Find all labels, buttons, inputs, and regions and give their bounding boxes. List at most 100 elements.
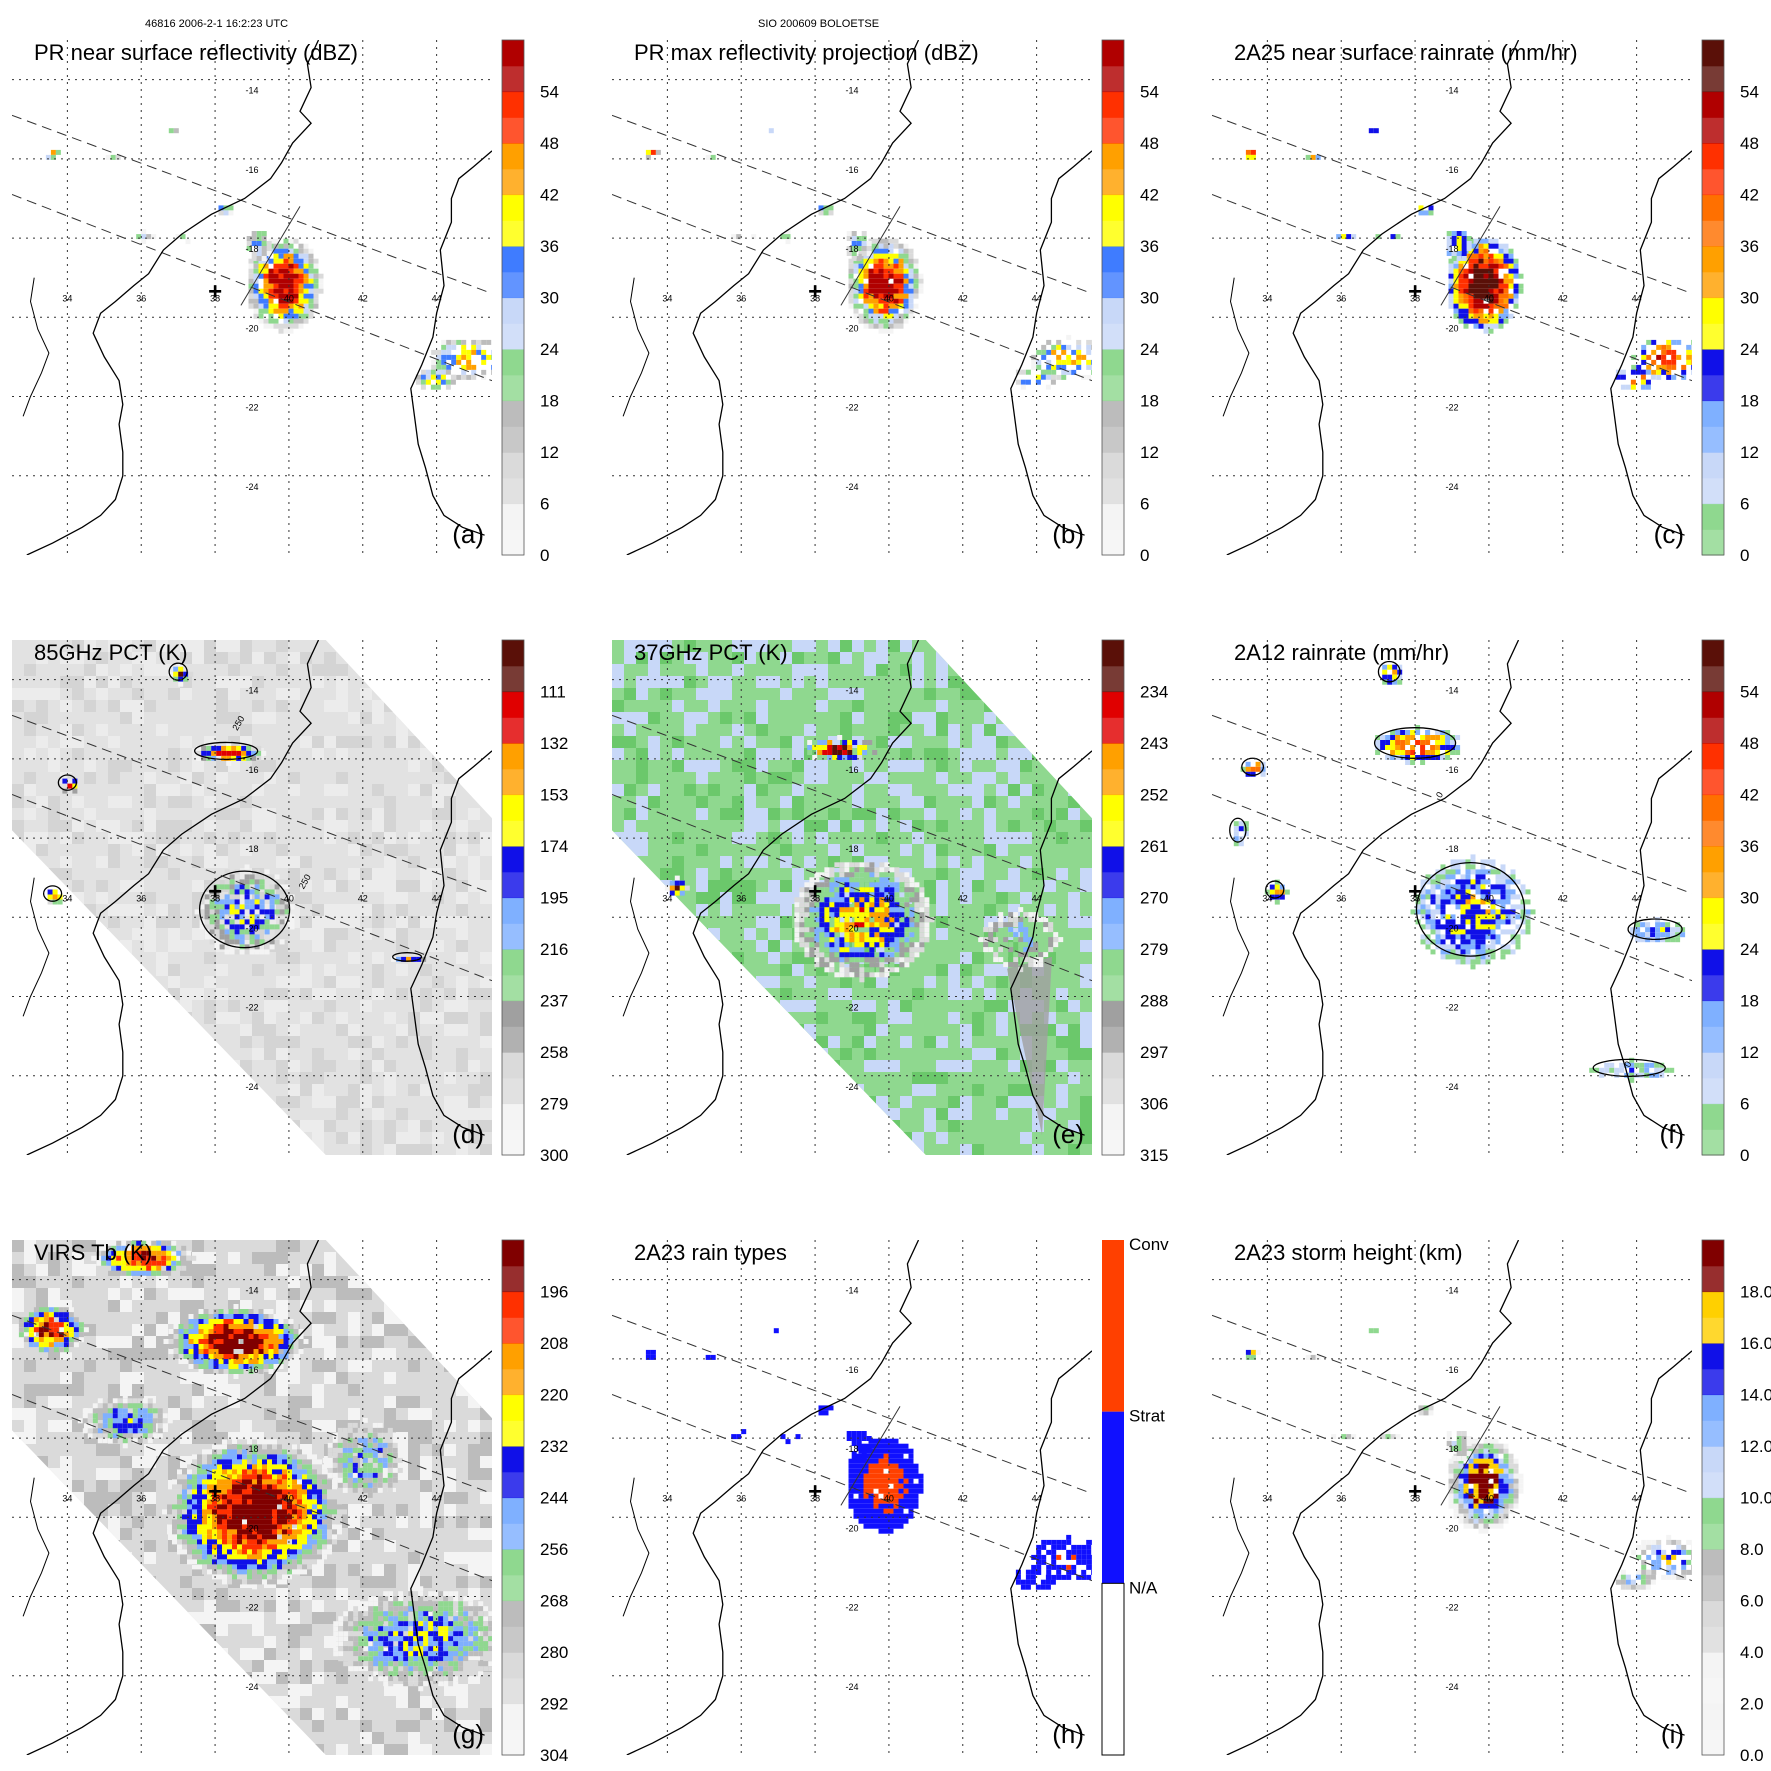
rain-cell: [1520, 884, 1526, 890]
background-cell: [948, 1060, 960, 1072]
rain-cell: [888, 273, 894, 279]
background-cell: [288, 856, 300, 868]
rain-cell: [1430, 874, 1436, 880]
background-cell: [888, 1060, 900, 1072]
rain-cell: [913, 273, 919, 279]
rain-cell: [476, 344, 482, 350]
rain-cell: [874, 942, 880, 948]
coastline: [1222, 40, 1692, 555]
lat-tick-label: -14: [1445, 86, 1458, 96]
rain-cell: [246, 755, 252, 761]
background-cell: [612, 664, 624, 676]
background-cell: [48, 808, 60, 820]
background-cell: [48, 1468, 60, 1480]
background-cell: [972, 784, 984, 796]
rain-cell: [883, 323, 889, 329]
rain-cell: [913, 288, 919, 294]
background-cell: [96, 892, 108, 904]
rain-cell: [1478, 273, 1484, 279]
background-cell: [144, 916, 156, 928]
background-cell: [996, 724, 1008, 736]
rain-cell: [894, 882, 900, 888]
background-cell: [348, 1408, 360, 1420]
background-cell: [852, 820, 864, 832]
rain-cell: [1018, 917, 1024, 923]
background-cell: [804, 1000, 816, 1012]
rain-cell: [1008, 922, 1014, 928]
background-cell: [300, 1144, 312, 1155]
rain-cell: [869, 927, 875, 933]
rain-cell: [684, 885, 690, 891]
background-cell: [372, 952, 384, 964]
rain-cell: [1463, 308, 1469, 314]
rain-cell: [1460, 914, 1466, 920]
rain-cell: [1463, 313, 1469, 319]
rain-cell: [1473, 303, 1479, 309]
colorbar-tick-label: 18: [1140, 392, 1159, 411]
rain-cell: [814, 892, 820, 898]
rain-cell: [899, 882, 905, 888]
rain-cell: [899, 942, 905, 948]
background-cell: [996, 880, 1008, 892]
rain-cell: [234, 909, 240, 915]
background-cell: [876, 976, 888, 988]
rain-cell: [256, 231, 262, 236]
rain-cell: [1018, 952, 1024, 958]
background-cell: [36, 1288, 48, 1300]
background-cell: [372, 1108, 384, 1120]
background-cell: [408, 880, 420, 892]
rain-cell: [983, 927, 989, 933]
background-cell: [936, 664, 948, 676]
rain-cell: [293, 273, 299, 279]
rain-cell: [1691, 349, 1692, 355]
coastline-inland: [622, 277, 650, 417]
background-cell: [120, 952, 132, 964]
background-cell: [396, 916, 408, 928]
rain-cell: [909, 887, 915, 893]
background-cell: [72, 1252, 84, 1264]
background-cell: [744, 892, 756, 904]
background-cell: [360, 1336, 372, 1348]
rain-cell: [248, 273, 254, 279]
rain-cell: [898, 268, 904, 274]
rain-cell: [884, 937, 890, 943]
colorbar-segment: [1702, 168, 1724, 196]
rain-cell: [1675, 927, 1681, 933]
background-cell: [132, 1372, 144, 1384]
rain-cell: [1485, 859, 1491, 865]
rain-cell: [1470, 919, 1476, 925]
background-cell: [120, 940, 132, 952]
rain-cell: [1415, 740, 1421, 745]
rain-cell: [669, 880, 675, 886]
rain-cell: [269, 894, 275, 900]
background-cell: [480, 1024, 492, 1036]
rain-cell: [1636, 364, 1642, 370]
background-cell: [216, 676, 228, 688]
rain-cell: [1483, 243, 1489, 249]
rain-cell: [859, 972, 865, 978]
background-cell: [204, 652, 216, 664]
background-cell: [132, 1456, 144, 1468]
rain-cell: [1458, 303, 1464, 309]
background-cell: [1068, 1024, 1080, 1036]
rain-cell: [450, 374, 456, 380]
rain-cell: [829, 927, 835, 933]
rain-cell: [1493, 263, 1499, 269]
rain-cell: [839, 967, 845, 973]
rain-cell: [481, 349, 487, 355]
rain-cell: [268, 258, 274, 264]
rain-cell: [1056, 354, 1062, 360]
colorbar-segment: [1702, 768, 1724, 796]
rain-cell: [914, 942, 920, 948]
rain-cell: [889, 962, 895, 968]
background-cell: [780, 652, 792, 664]
colorbar-tick-label: 6: [1740, 495, 1749, 514]
rain-cell: [859, 862, 865, 868]
background-cell: [84, 1036, 96, 1048]
background-cell: [396, 724, 408, 736]
rain-cell: [804, 922, 810, 928]
rain-cell: [1609, 1062, 1615, 1068]
rain-cell: [239, 949, 245, 955]
rain-cell: [1495, 909, 1501, 915]
rain-cell: [1071, 349, 1077, 355]
